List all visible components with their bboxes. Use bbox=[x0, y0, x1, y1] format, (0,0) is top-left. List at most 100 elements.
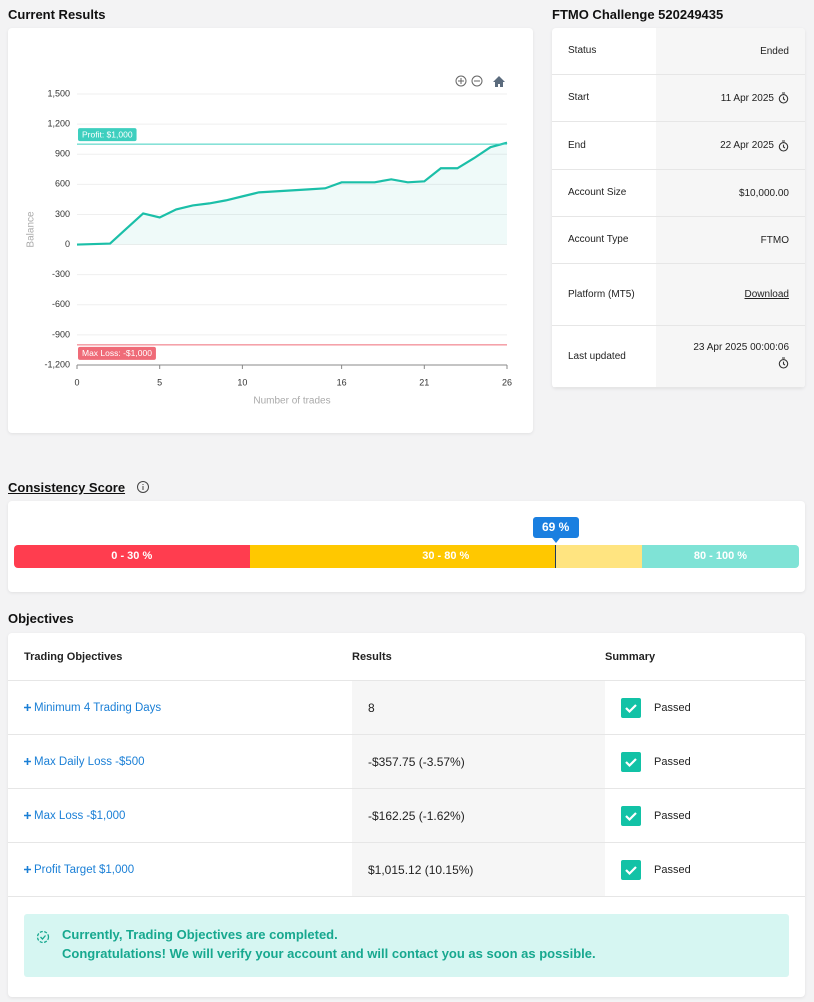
y-axis-label: Balance bbox=[26, 211, 37, 248]
objective-row: Max Loss -$1,000 -$162.25 (-1.62%) Passed bbox=[8, 789, 805, 843]
y-tick-label: 0 bbox=[65, 239, 70, 249]
section-title: Objectives bbox=[8, 611, 74, 626]
objective-cell[interactable]: Max Daily Loss -$500 bbox=[8, 735, 352, 788]
info-value: $10,000.00 bbox=[738, 187, 789, 199]
summary-cell: Passed bbox=[605, 789, 805, 842]
success-icon bbox=[36, 930, 50, 949]
clock-icon bbox=[778, 92, 789, 104]
check-icon bbox=[621, 859, 641, 880]
info-icon[interactable] bbox=[136, 480, 150, 494]
note-line: Congratulations! We will verify your acc… bbox=[62, 946, 596, 961]
objective-cell[interactable]: Profit Target $1,000 bbox=[8, 843, 352, 896]
section-title: FTMO Challenge 520249435 bbox=[552, 7, 724, 22]
score-segment bbox=[249, 545, 642, 568]
section-title: Consistency Score bbox=[8, 480, 126, 495]
chart-card: -1,200 -900 -600 -300 0 300 600 900 1,200 1,500 0 5… bbox=[8, 28, 533, 433]
section-title: Current Results bbox=[8, 7, 106, 22]
y-tick-label: -1,200 bbox=[44, 359, 70, 369]
result-cell: $1,015.12 (10.15%) bbox=[352, 843, 605, 896]
y-tick-label: 1,500 bbox=[47, 88, 70, 98]
segment-label: 0 - 30 % bbox=[111, 550, 153, 562]
objective-row: Profit Target $1,000 $1,015.12 (10.15%) Pa… bbox=[8, 843, 805, 897]
reset-zoom[interactable] bbox=[493, 76, 505, 87]
y-tick-label: 600 bbox=[55, 179, 70, 189]
info-label: Start bbox=[568, 92, 590, 103]
x-tick-label: 26 bbox=[502, 377, 512, 387]
info-label: Status bbox=[568, 45, 597, 56]
info-value: FTMO bbox=[760, 234, 789, 246]
result-cell: 8 bbox=[352, 681, 605, 734]
expand-icon bbox=[24, 758, 31, 765]
info-value-cell: 11 Apr 2025 bbox=[656, 75, 805, 121]
x-tick-label: 0 bbox=[74, 377, 79, 387]
zoom-out[interactable] bbox=[471, 75, 483, 87]
summary-cell: Passed bbox=[605, 843, 805, 896]
info-row: Account Size $10,000.00 bbox=[552, 170, 805, 217]
result-value: -$162.25 (-1.62%) bbox=[368, 808, 465, 823]
info-label: Platform (MT5) bbox=[568, 288, 635, 300]
info-row: Platform (MT5) Download bbox=[552, 264, 805, 326]
result-cell: -$162.25 (-1.62%) bbox=[352, 789, 605, 842]
column-header: Results bbox=[352, 650, 392, 663]
objective-name: Max Loss -$1,000 bbox=[34, 809, 126, 822]
info-label: End bbox=[568, 139, 586, 151]
clock-icon bbox=[778, 357, 789, 369]
expand-icon bbox=[24, 704, 31, 711]
x-tick-label: 10 bbox=[237, 377, 247, 387]
score-badge: 69 % bbox=[532, 517, 579, 538]
zoom-in[interactable] bbox=[455, 75, 467, 87]
target-label-bg bbox=[78, 346, 156, 360]
summary-value: Passed bbox=[654, 701, 691, 714]
score-pointer bbox=[551, 538, 560, 543]
info-value-cell: Download bbox=[656, 264, 805, 325]
segment-label: 30 - 80 % bbox=[422, 550, 470, 562]
info-value: 23 Apr 2025 00:00:06 bbox=[693, 342, 789, 353]
info-value: Ended bbox=[760, 45, 789, 57]
info-label: Account Type bbox=[568, 234, 629, 245]
note-line: Currently, Trading Objectives are comple… bbox=[62, 927, 338, 942]
check-icon bbox=[621, 697, 641, 718]
chart: -1,200 -900 -600 -300 0 300 600 900 1,200 1,500 0 5… bbox=[26, 75, 512, 407]
y-tick-label: -900 bbox=[52, 329, 70, 339]
objective-row: Max Daily Loss -$500 -$357.75 (-3.57%) Pas… bbox=[8, 735, 805, 789]
info-value-cell: 23 Apr 2025 00:00:06 bbox=[656, 326, 805, 387]
summary-value: Passed bbox=[654, 863, 691, 876]
target-label: Profit: $1,000 bbox=[82, 129, 133, 139]
info-label: Last updated bbox=[568, 350, 626, 362]
info-value-cell: 22 Apr 2025 bbox=[656, 122, 805, 169]
y-tick-label: 900 bbox=[55, 149, 70, 159]
objectives-card: Trading Objectives Results Summary Minimum … bbox=[8, 633, 805, 997]
objective-name: Max Daily Loss -$500 bbox=[34, 755, 145, 768]
check-icon bbox=[621, 751, 641, 772]
result-cell: -$357.75 (-3.57%) bbox=[352, 735, 605, 788]
objective-cell[interactable]: Max Loss -$1,000 bbox=[8, 789, 352, 842]
consistency-card: 0 - 30 % 30 - 80 % 80 - 100 % 69 % bbox=[8, 501, 805, 592]
objective-name: Profit Target $1,000 bbox=[34, 863, 135, 876]
objective-cell[interactable]: Minimum 4 Trading Days bbox=[8, 681, 352, 734]
x-tick-label: 5 bbox=[157, 377, 162, 387]
info-row: Status Ended bbox=[552, 28, 805, 75]
score-marker bbox=[555, 545, 557, 568]
x-axis-label: Number of trades bbox=[253, 396, 330, 407]
result-value: 8 bbox=[368, 700, 375, 715]
area bbox=[77, 142, 507, 245]
column-header: Summary bbox=[605, 650, 656, 663]
success-note: Currently, Trading Objectives are comple… bbox=[24, 914, 789, 977]
x-tick-label: 16 bbox=[337, 377, 347, 387]
result-value: $1,015.12 (10.15%) bbox=[368, 862, 474, 877]
result-value: -$357.75 (-3.57%) bbox=[368, 754, 465, 769]
info-row: End 22 Apr 2025 bbox=[552, 122, 805, 170]
target-label-bg bbox=[78, 128, 137, 142]
expand-icon bbox=[24, 866, 31, 873]
y-tick-label: 300 bbox=[55, 209, 70, 219]
score-segment bbox=[642, 545, 799, 568]
download-link[interactable]: Download bbox=[744, 289, 789, 300]
column-header: Trading Objectives bbox=[24, 650, 123, 663]
info-value: 22 Apr 2025 bbox=[720, 140, 774, 151]
target-label: Max Loss: -$1,000 bbox=[82, 348, 152, 358]
check-icon bbox=[621, 805, 641, 826]
info-value: 11 Apr 2025 bbox=[720, 92, 774, 104]
segment-remainder bbox=[555, 545, 642, 568]
info-value-cell: $10,000.00 bbox=[656, 170, 805, 216]
